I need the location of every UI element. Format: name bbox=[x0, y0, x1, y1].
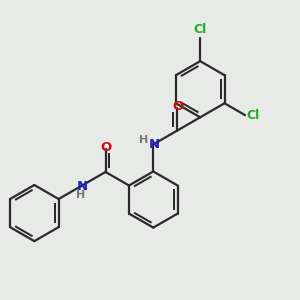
Text: O: O bbox=[173, 100, 184, 112]
Text: O: O bbox=[100, 141, 111, 154]
Text: Cl: Cl bbox=[194, 23, 207, 36]
Text: H: H bbox=[76, 190, 85, 200]
Text: N: N bbox=[76, 180, 88, 193]
Text: H: H bbox=[139, 135, 148, 146]
Text: Cl: Cl bbox=[247, 109, 260, 122]
Text: N: N bbox=[148, 138, 160, 151]
